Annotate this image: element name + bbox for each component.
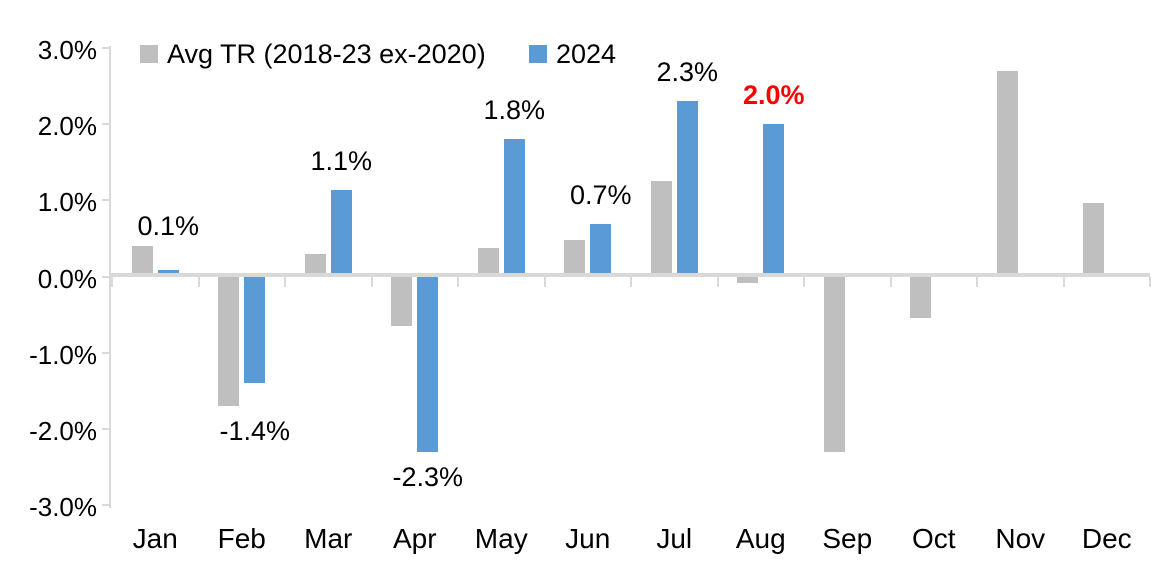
x-axis-tick <box>543 277 546 287</box>
x-axis-tick <box>889 277 892 287</box>
x-axis-tick <box>716 277 719 287</box>
month-label-jul: Jul <box>656 523 693 554</box>
bar-avg-oct <box>910 277 932 319</box>
data-label-jul: 2.3% <box>656 57 719 88</box>
month-label-dec: Dec <box>1081 523 1132 554</box>
data-label-may: 1.8% <box>483 95 546 126</box>
month-label-apr: Apr <box>392 523 437 554</box>
bar-2024-may <box>503 139 525 273</box>
x-axis-tick <box>197 277 200 287</box>
legend-item-avg-tr: Avg TR (2018-23 ex-2020) <box>140 34 486 74</box>
y-axis-tick <box>102 351 109 354</box>
legend-label-2024: 2024 <box>556 39 617 69</box>
y-axis-tick <box>102 504 109 506</box>
y-axis-tick <box>102 123 109 126</box>
month-label-oct: Oct <box>911 523 956 554</box>
x-axis-line <box>109 273 1150 277</box>
month-label-sep: Sep <box>822 523 873 554</box>
data-label-jan: 0.1% <box>137 211 200 242</box>
y-axis-tick <box>102 275 109 278</box>
bar-avg-nov <box>996 70 1018 273</box>
y-tick-label: 2.0% <box>37 111 97 142</box>
x-axis-tick <box>457 277 459 287</box>
y-axis-line <box>109 46 111 508</box>
y-tick-label: 3.0% <box>37 34 97 65</box>
month-label-may: May <box>474 523 528 554</box>
x-axis-tick <box>284 277 286 287</box>
y-tick-label: 1.0% <box>37 187 97 218</box>
bar-2024-aug <box>763 124 785 273</box>
legend-swatch-2024-icon <box>529 45 547 63</box>
y-tick-label: 0.0% <box>37 263 97 294</box>
bar-2024-apr <box>417 277 439 452</box>
y-axis-tick <box>102 427 109 430</box>
bar-avg-dec <box>1083 202 1105 273</box>
y-axis-tick <box>102 199 109 202</box>
month-label-jun: Jun <box>565 523 611 554</box>
bar-avg-feb <box>218 277 240 406</box>
bar-2024-mar <box>330 190 352 273</box>
x-axis-tick <box>803 277 805 287</box>
y-tick-label: -1.0% <box>29 339 97 370</box>
data-label-mar: 1.1% <box>310 146 373 177</box>
bar-avg-apr <box>391 277 413 326</box>
month-label-jan: Jan <box>132 523 178 554</box>
y-tick-label: -3.0% <box>29 492 97 522</box>
y-tick-label: -2.0% <box>29 415 97 446</box>
x-axis-tick <box>1149 277 1151 287</box>
month-label-feb: Feb <box>217 523 266 554</box>
bar-2024-jul <box>676 101 698 273</box>
x-axis-tick <box>976 277 978 287</box>
legend-item-2024: 2024 <box>529 34 616 74</box>
legend-label-avg-tr: Avg TR (2018-23 ex-2020) <box>167 39 486 69</box>
bar-avg-jun <box>564 239 586 273</box>
month-label-mar: Mar <box>304 523 353 554</box>
x-axis-tick <box>1062 277 1065 287</box>
legend-swatch-avg-tr-icon <box>140 45 158 63</box>
x-axis-tick <box>630 277 632 287</box>
bar-avg-jan <box>131 246 153 273</box>
bar-2024-feb <box>244 277 266 384</box>
x-axis-tick <box>111 277 113 287</box>
bar-avg-may <box>477 248 499 273</box>
data-label-aug: 2.0% <box>742 80 805 111</box>
x-axis-tick <box>370 277 373 287</box>
bar-2024-jun <box>590 223 612 273</box>
chart-legend: Avg TR (2018-23 ex-2020) 2024 <box>0 34 1152 74</box>
y-axis-tick <box>102 46 109 49</box>
month-label-aug: Aug <box>735 523 786 554</box>
bar-avg-jul <box>650 181 672 273</box>
bar-avg-sep <box>823 277 845 452</box>
data-label-apr: -2.3% <box>392 461 464 492</box>
bar-avg-aug <box>737 277 759 283</box>
data-label-feb: -1.4% <box>219 415 291 446</box>
month-label-nov: Nov <box>995 523 1046 554</box>
bar-2024-jan <box>157 270 179 273</box>
bar-avg-mar <box>304 253 326 273</box>
data-label-jun: 0.7% <box>569 179 632 210</box>
